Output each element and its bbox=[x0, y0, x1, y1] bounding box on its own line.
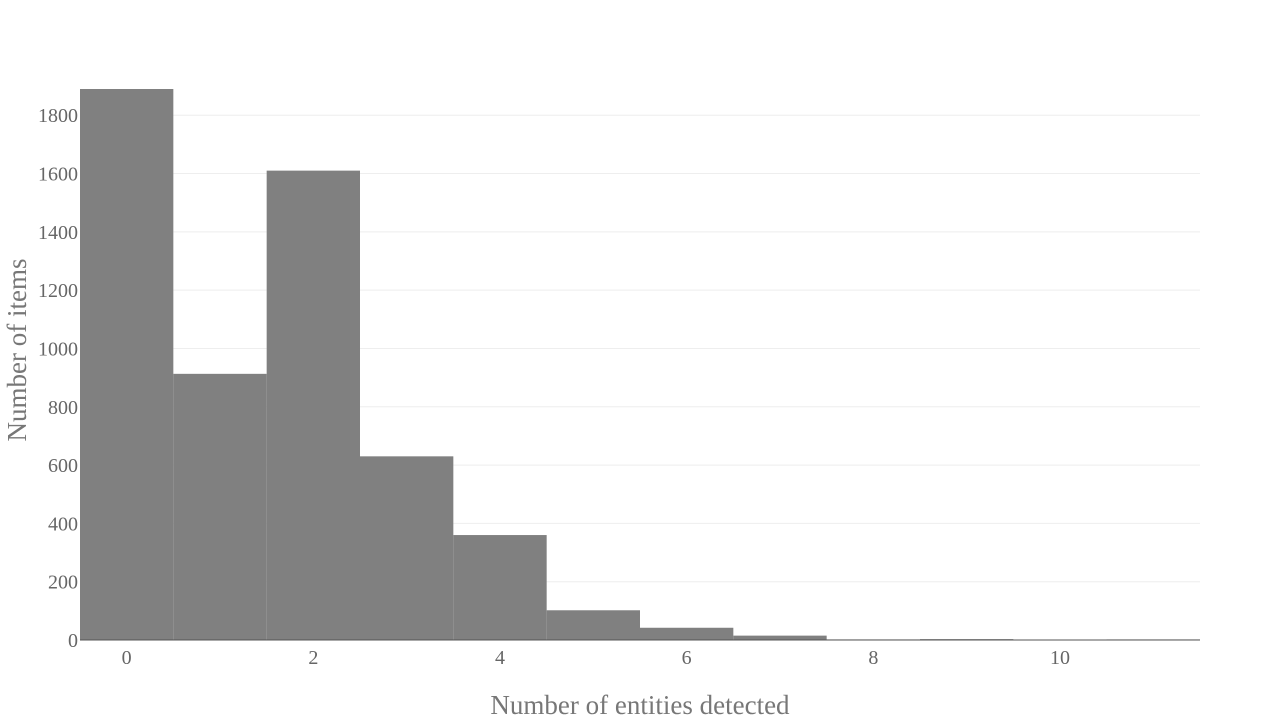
histogram-bar bbox=[546, 610, 640, 640]
histogram-bar bbox=[266, 170, 360, 640]
y-tick-label: 800 bbox=[48, 397, 78, 419]
x-axis-title: Number of entities detected bbox=[490, 690, 790, 720]
x-tick-label: 10 bbox=[1050, 647, 1070, 669]
y-tick-label: 1800 bbox=[38, 105, 78, 127]
x-tick-label: 6 bbox=[682, 647, 692, 669]
histogram-bar bbox=[453, 535, 547, 640]
bars bbox=[80, 89, 1200, 640]
y-axis-title: Number of items bbox=[2, 259, 32, 442]
y-tick-label: 1400 bbox=[38, 222, 78, 244]
x-tick-label: 0 bbox=[122, 647, 132, 669]
y-tick-labels: 0 200 400 600 800 1000 1200 1400 1600 1800 bbox=[38, 105, 78, 652]
y-tick-label: 1200 bbox=[38, 280, 78, 302]
x-tick-label: 8 bbox=[868, 647, 878, 669]
y-tick-label: 400 bbox=[48, 513, 78, 535]
histogram-bar bbox=[173, 373, 267, 640]
y-tick-label: 1600 bbox=[38, 164, 78, 186]
histogram-bar bbox=[80, 89, 174, 640]
histogram-bar bbox=[733, 635, 827, 640]
y-tick-label: 200 bbox=[48, 572, 78, 594]
histogram-bar bbox=[640, 627, 734, 640]
x-tick-label: 4 bbox=[495, 647, 505, 669]
y-tick-label: 0 bbox=[68, 630, 78, 652]
histogram-bar bbox=[360, 456, 454, 640]
y-tick-label: 1000 bbox=[38, 338, 78, 360]
y-tick-label: 600 bbox=[48, 455, 78, 477]
x-tick-labels: 0 2 4 6 8 10 bbox=[122, 647, 1070, 669]
x-tick-label: 2 bbox=[308, 647, 318, 669]
